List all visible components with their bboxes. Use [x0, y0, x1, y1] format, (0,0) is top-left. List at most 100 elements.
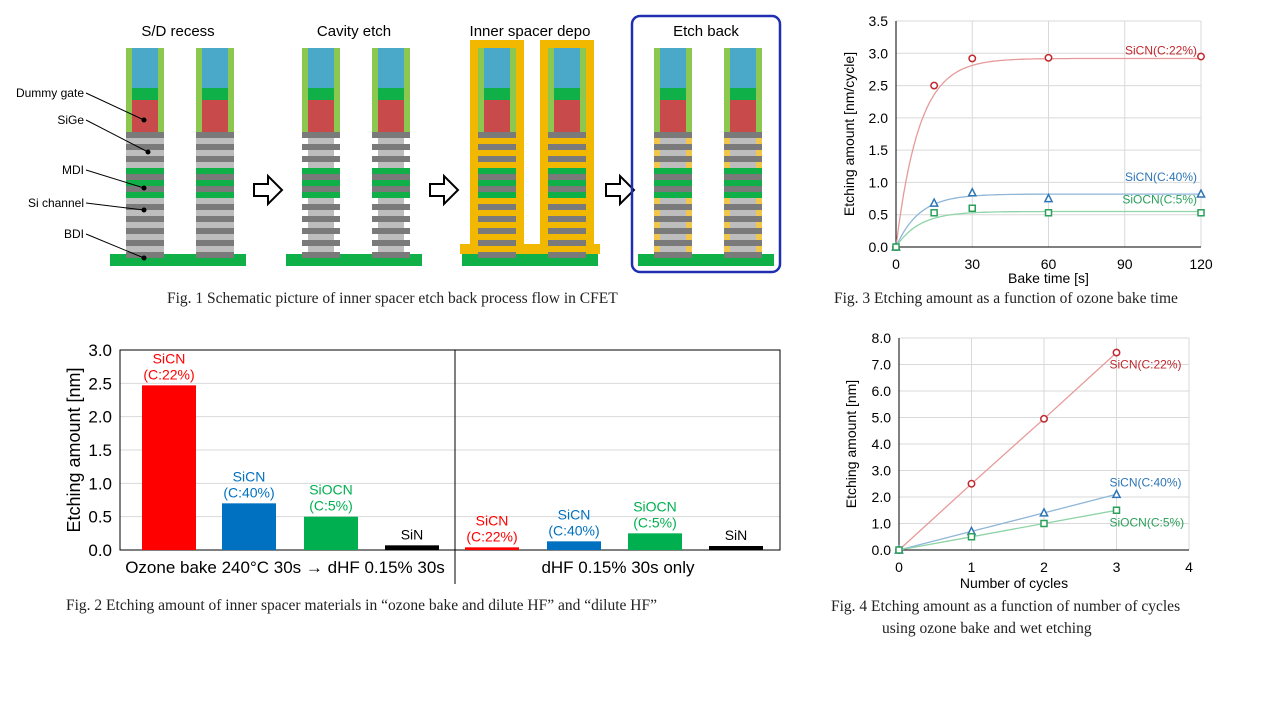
- layer-label-sige: SiGe: [57, 113, 84, 127]
- stack-layer: [554, 162, 580, 168]
- leader-line: [85, 119, 149, 153]
- stack-layer: [724, 156, 762, 162]
- stack-layer: [308, 234, 334, 240]
- stack-layer: [724, 240, 762, 246]
- process-arrow-2: [429, 173, 460, 207]
- group-label-2: dHF 0.15% 30s only: [541, 558, 695, 577]
- stack-layer: [372, 156, 410, 162]
- stack-layer: [372, 180, 410, 186]
- trend-line-2: [898, 493, 1117, 551]
- process-arrow-3: [605, 173, 636, 207]
- step-title-4: Etch back: [673, 23, 739, 40]
- stack-layer: [654, 216, 692, 222]
- bar-1: [142, 385, 196, 550]
- stack-layer: [308, 198, 334, 204]
- stack-layer: [196, 210, 234, 216]
- y-tick-label: 0.5: [88, 508, 112, 527]
- data-point: [1197, 52, 1205, 61]
- bar-3: [304, 516, 358, 550]
- data-point: [930, 81, 939, 90]
- leader-dot: [145, 149, 151, 155]
- y-tick-label: 0.0: [872, 542, 892, 558]
- stack-layer: [126, 132, 164, 138]
- bar-2: [222, 503, 276, 550]
- stack-layer: [478, 228, 516, 234]
- stack-layer: [196, 156, 234, 162]
- stack-layer: [126, 252, 164, 258]
- series-label-3: SiOCN(C:5%): [1122, 193, 1197, 207]
- x-tick-label: 90: [1117, 256, 1133, 272]
- stack-layer: [554, 198, 580, 204]
- gate-top: [202, 48, 228, 88]
- gate-top: [660, 48, 686, 88]
- stack-layer: [378, 222, 404, 228]
- bar-label: (C:40%): [223, 484, 274, 500]
- data-point: [1112, 348, 1121, 357]
- stack-layer: [548, 192, 586, 198]
- stack-layer: [654, 180, 692, 186]
- channel-layer: [730, 234, 756, 240]
- stack-layer: [126, 180, 164, 186]
- stack-layer: [372, 216, 410, 222]
- stack-layer: [126, 192, 164, 198]
- stack-layer: [126, 204, 164, 210]
- stack-layer: [302, 174, 340, 180]
- stack-layer: [548, 168, 586, 174]
- stack-layer: [554, 222, 580, 228]
- stack-layer: [302, 228, 340, 234]
- x-axis-label: Bake time [s]: [1008, 270, 1089, 286]
- bar-label: SiCN: [476, 512, 509, 528]
- stack-layer: [196, 162, 234, 168]
- gate-top: [554, 48, 580, 88]
- series-label-2: SiCN(C:40%): [1125, 170, 1197, 184]
- gate-green-band: [378, 88, 404, 100]
- stack-layer: [484, 210, 510, 216]
- data-point: [1112, 506, 1121, 514]
- channel-layer: [730, 210, 756, 216]
- stack-layer: [196, 138, 234, 144]
- stack-layer: [302, 192, 340, 198]
- bar-label: (C:22%): [143, 366, 194, 382]
- fig3-caption: Fig. 3 Etching amount as a function of o…: [834, 290, 1178, 307]
- spacer-bottom: [460, 244, 600, 254]
- channel-layer: [660, 198, 686, 204]
- channel-layer: [730, 162, 756, 168]
- stack-layer: [478, 156, 516, 162]
- stack-layer: [484, 198, 510, 204]
- stack-layer: [654, 144, 692, 150]
- y-tick-label: 2.5: [88, 374, 112, 393]
- stack-layer: [478, 180, 516, 186]
- stack-layer: [724, 252, 762, 258]
- bar-label: (C:5%): [309, 498, 353, 514]
- stack-layer: [302, 132, 340, 138]
- leader-line: [85, 169, 145, 189]
- stack-layer: [302, 144, 340, 150]
- stack-layer: [724, 132, 762, 138]
- stack-layer: [724, 144, 762, 150]
- stack-layer: [372, 228, 410, 234]
- data-point: [968, 204, 976, 213]
- stack-layer: [724, 180, 762, 186]
- y-tick-label: 3.0: [88, 341, 112, 360]
- stack-layer: [724, 192, 762, 198]
- group-label-1: Ozone bake 240°C 30s → dHF 0.15% 30s: [125, 558, 445, 577]
- stack-layer: [554, 246, 580, 252]
- y-tick-label: 0.5: [869, 207, 889, 223]
- series-label-1: SiCN(C:22%): [1110, 358, 1182, 372]
- y-tick-label: 0.0: [88, 541, 112, 560]
- stack-layer: [372, 192, 410, 198]
- stack-layer: [126, 162, 164, 168]
- stack-layer: [372, 132, 410, 138]
- stack-layer: [196, 228, 234, 234]
- sige-block: [308, 100, 334, 132]
- leader-line: [85, 202, 145, 211]
- x-tick-label: 30: [964, 256, 980, 272]
- stack-layer: [478, 144, 516, 150]
- bar-8: [709, 546, 763, 550]
- y-tick-label: 1.0: [872, 516, 892, 532]
- channel-layer: [730, 246, 756, 252]
- gate-top: [378, 48, 404, 88]
- stack-layer: [484, 150, 510, 156]
- stack-layer: [126, 156, 164, 162]
